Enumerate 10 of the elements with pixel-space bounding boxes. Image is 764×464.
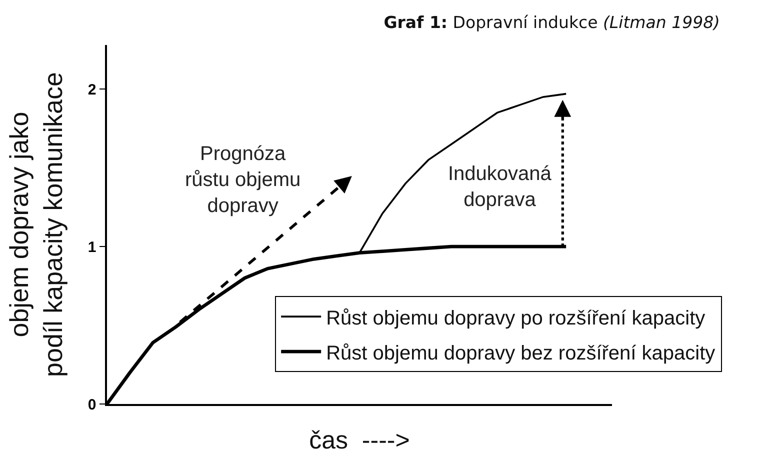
y-tick-label: 0 xyxy=(88,396,96,414)
y-tick-label: 1 xyxy=(88,238,96,256)
legend-label: Růst objemu dopravy bez rozšíření kapacity xyxy=(326,342,716,364)
y-tick-label: 2 xyxy=(88,81,96,98)
y-axis-title: objem dopravy jako podíl kapacity komunikace xyxy=(4,72,68,377)
legend-label: Růst objemu dopravy po rozšíření kapacity xyxy=(326,307,706,330)
annotation: Indukovaná doprava xyxy=(448,163,552,211)
chart-title: Graf 1: Dopravní indukce (Litman 1998) xyxy=(384,12,720,32)
annotation: Prognóza růstu objemu dopravy xyxy=(185,143,301,217)
x-axis-title: čas ----> xyxy=(309,426,410,454)
